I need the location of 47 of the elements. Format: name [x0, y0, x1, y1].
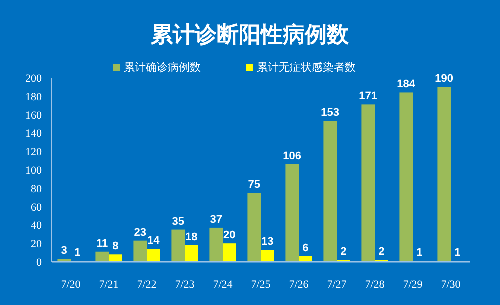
- data-label: 20: [224, 230, 236, 242]
- data-label: 37: [210, 214, 222, 226]
- data-label: 35: [172, 216, 184, 228]
- x-tick-label: 7/24: [213, 279, 234, 291]
- x-tick-label: 7/29: [403, 279, 424, 291]
- y-tick-label: 180: [26, 91, 42, 104]
- data-label: 3: [61, 245, 68, 258]
- data-label: 153: [321, 107, 340, 120]
- x-tick-label: 7/21: [99, 279, 119, 291]
- y-tick-label: 140: [26, 128, 42, 140]
- y-tick-label: 60: [31, 202, 42, 214]
- data-label: 1: [416, 247, 423, 260]
- data-label: 18: [186, 231, 198, 244]
- data-label: 6: [302, 242, 309, 254]
- x-tick-label: 7/25: [251, 279, 272, 291]
- y-tick-label: 0: [36, 257, 42, 269]
- y-tick-label: 160: [26, 110, 42, 122]
- y-tick-label: 40: [31, 220, 42, 232]
- data-label: 171: [359, 90, 378, 103]
- data-label: 14: [148, 235, 161, 248]
- chart-title: 累计诊断阳性病例数: [150, 22, 350, 47]
- x-tick-label: 7/20: [61, 279, 82, 291]
- x-tick-label: 7/27: [327, 279, 348, 291]
- data-label: 1: [454, 247, 461, 260]
- data-label: 75: [248, 179, 260, 191]
- legend-label: 累计确诊病例数: [124, 61, 201, 74]
- x-tick-label: 7/23: [175, 279, 196, 291]
- x-tick-label: 7/30: [441, 279, 462, 291]
- data-label: 1: [74, 247, 81, 260]
- data-label: 184: [397, 78, 416, 91]
- y-tick-label: 100: [26, 165, 42, 177]
- y-tick-label: 120: [26, 146, 42, 159]
- data-label: 106: [283, 150, 302, 162]
- data-label: 13: [262, 236, 274, 248]
- y-tick-label: 20: [31, 238, 42, 251]
- x-tick-label: 7/28: [365, 279, 386, 291]
- y-tick-label: 80: [31, 183, 42, 196]
- data-label: 190: [435, 73, 454, 86]
- data-label: 8: [112, 240, 119, 253]
- x-tick-label: 7/26: [289, 279, 310, 291]
- data-label: 2: [378, 246, 385, 258]
- data-label: 23: [134, 226, 146, 239]
- x-tick-label: 7/22: [137, 279, 157, 291]
- data-label: 11: [96, 238, 108, 250]
- y-tick-label: 200: [26, 73, 42, 85]
- legend-label: 累计无症状感染者数: [257, 61, 356, 74]
- data-label: 2: [340, 246, 347, 258]
